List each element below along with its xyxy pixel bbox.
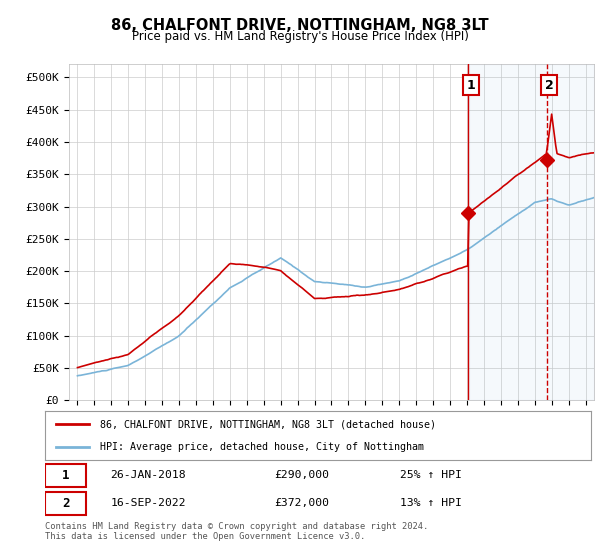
Text: 2: 2 (62, 497, 70, 510)
FancyBboxPatch shape (45, 492, 86, 515)
Text: Price paid vs. HM Land Registry's House Price Index (HPI): Price paid vs. HM Land Registry's House … (131, 30, 469, 43)
Text: HPI: Average price, detached house, City of Nottingham: HPI: Average price, detached house, City… (100, 442, 424, 452)
FancyBboxPatch shape (45, 464, 86, 487)
Text: 86, CHALFONT DRIVE, NOTTINGHAM, NG8 3LT: 86, CHALFONT DRIVE, NOTTINGHAM, NG8 3LT (111, 18, 489, 33)
Text: 86, CHALFONT DRIVE, NOTTINGHAM, NG8 3LT (detached house): 86, CHALFONT DRIVE, NOTTINGHAM, NG8 3LT … (100, 419, 436, 430)
Text: 1: 1 (62, 469, 70, 482)
Text: 1: 1 (466, 78, 475, 92)
Text: Contains HM Land Registry data © Crown copyright and database right 2024.
This d: Contains HM Land Registry data © Crown c… (45, 522, 428, 542)
Text: £372,000: £372,000 (274, 498, 329, 508)
Text: £290,000: £290,000 (274, 470, 329, 480)
Text: 25% ↑ HPI: 25% ↑ HPI (400, 470, 462, 480)
Text: 26-JAN-2018: 26-JAN-2018 (110, 470, 186, 480)
Text: 16-SEP-2022: 16-SEP-2022 (110, 498, 186, 508)
Text: 13% ↑ HPI: 13% ↑ HPI (400, 498, 462, 508)
Text: 2: 2 (545, 78, 554, 92)
